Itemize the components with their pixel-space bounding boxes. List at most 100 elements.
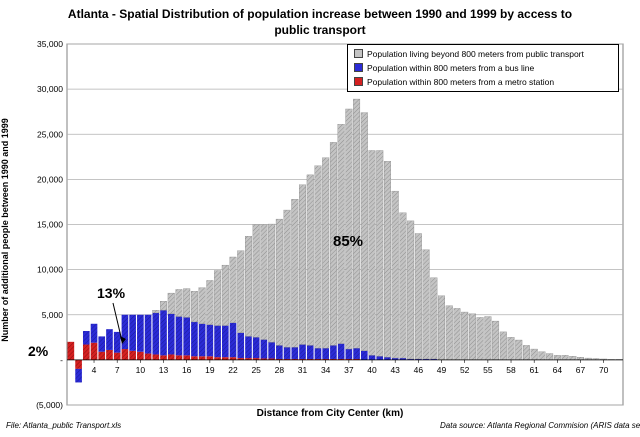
bar-metro [137, 351, 144, 360]
bar-metro [283, 358, 291, 360]
bar-beyond [569, 356, 577, 361]
bar-metro [144, 353, 152, 360]
bar-bus [160, 310, 167, 356]
bar-bus [384, 357, 391, 360]
x-tick-label: 19 [205, 365, 215, 375]
bar-beyond [160, 301, 167, 311]
bar-beyond [337, 124, 345, 344]
bar-beyond [577, 357, 584, 361]
bar-metro [206, 356, 214, 360]
bar-beyond [152, 310, 160, 314]
legend-swatch-beyond [354, 49, 363, 58]
bar-metro [198, 356, 206, 360]
bars-layer [67, 98, 623, 383]
legend-item-metro: Population within 800 meters from a metr… [354, 76, 554, 88]
bar-metro [306, 358, 314, 360]
annotation-13: 13% [97, 285, 126, 301]
x-tick-label: 70 [599, 365, 609, 375]
bar-beyond [299, 184, 306, 345]
bar-bus [330, 345, 337, 359]
grid-layer [66, 43, 624, 406]
bar-beyond [461, 311, 469, 361]
legend-label-bus: Population within 800 meters from a bus … [367, 63, 535, 73]
bar-beyond [515, 339, 523, 361]
bar-beyond [252, 224, 260, 338]
bar-metro [268, 358, 275, 360]
bar-beyond [329, 142, 337, 346]
bar-beyond [221, 264, 229, 326]
bar-bus [422, 358, 430, 360]
x-tick-label: 10 [136, 365, 146, 375]
bar-beyond [183, 288, 191, 318]
bar-beyond [414, 233, 422, 360]
bar-beyond [360, 112, 368, 351]
bar-beyond [530, 348, 538, 361]
footer-source: Data source: Atlanta Regional Commision … [440, 421, 640, 430]
bar-metro [291, 358, 299, 360]
legend: Population living beyond 800 meters from… [347, 44, 619, 92]
bar-bus [214, 325, 221, 358]
bar-beyond [322, 157, 330, 349]
x-tick-label: 22 [228, 365, 238, 375]
bar-beyond [291, 199, 299, 348]
bar-beyond [438, 295, 445, 361]
bar-beyond [391, 190, 399, 359]
bar-beyond [384, 161, 391, 358]
bar-metro [113, 352, 121, 360]
x-tick-label: 55 [483, 365, 493, 375]
bar-metro [175, 355, 183, 360]
bar-metro [314, 358, 322, 360]
bar-metro [183, 355, 191, 360]
y-tick-label: 10,000 [37, 265, 63, 275]
bar-metro [353, 358, 360, 360]
bar-bus [167, 313, 175, 355]
bar-bus [353, 348, 360, 359]
bar-beyond [275, 218, 283, 346]
bar-bus [198, 323, 206, 357]
y-tick-label: 25,000 [37, 129, 63, 139]
footer-file: File: Atlanta_public Transport.xls [6, 421, 122, 430]
bar-bus [322, 348, 330, 359]
bar-metro [237, 358, 245, 360]
bar-bus [113, 331, 121, 353]
bar-beyond [167, 292, 175, 314]
bar-metro [191, 356, 198, 360]
bar-bus [291, 347, 299, 359]
bar-beyond [492, 320, 500, 361]
x-tick-label: 16 [182, 365, 192, 375]
x-tick-label: 7 [115, 365, 120, 375]
bar-bus [430, 358, 438, 360]
bar-bus [90, 323, 98, 343]
bar-beyond [499, 331, 507, 361]
bar-bus [121, 314, 129, 350]
bar-bus [175, 316, 183, 356]
bar-bus [152, 312, 160, 355]
bar-beyond [468, 313, 476, 361]
bar-bus [314, 348, 322, 359]
bar-bus [183, 317, 191, 356]
bar-beyond [198, 287, 206, 324]
axes-layer: (5,000) - 5,000 10,000 15,000 20,000 25,000 30,… [36, 39, 623, 410]
legend-label-beyond: Population living beyond 800 meters from… [367, 49, 584, 59]
x-tick-label: 46 [414, 365, 424, 375]
bar-beyond [561, 355, 569, 361]
x-tick-label: 67 [576, 365, 586, 375]
bar-metro [322, 358, 330, 360]
bar-bus [129, 314, 136, 351]
x-tick-label: 37 [344, 365, 354, 375]
bar-beyond [430, 277, 438, 360]
bar-bus [229, 322, 237, 358]
y-tick-label: 5,000 [42, 310, 64, 320]
bar-metro [90, 342, 98, 360]
y-tick-label: 35,000 [37, 39, 63, 49]
annotation-arrow [112, 302, 123, 342]
bar-beyond [206, 280, 214, 325]
annotation-arrowhead [120, 336, 126, 344]
bar-bus [144, 314, 152, 354]
y-axis-label: Number of additional people between 1990… [0, 118, 10, 342]
bar-beyond [229, 256, 237, 324]
bar-beyond [407, 220, 415, 360]
bar-metro [98, 351, 106, 360]
y-tick-label: 20,000 [37, 174, 63, 184]
bar-bus [415, 358, 422, 360]
